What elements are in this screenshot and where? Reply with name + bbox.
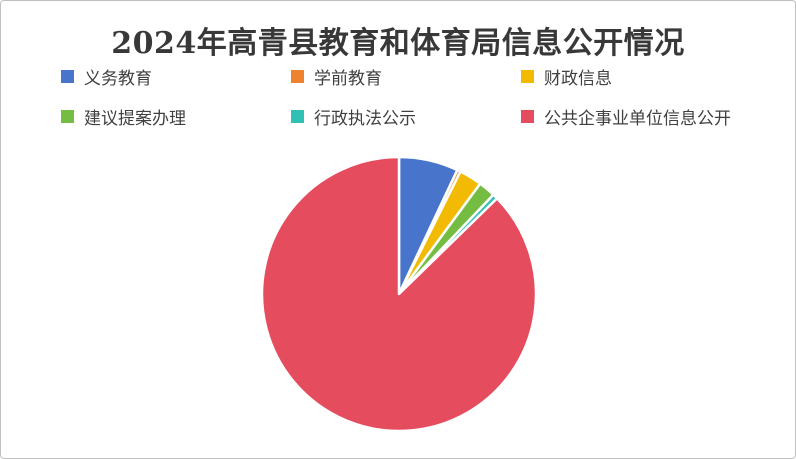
legend-label: 财政信息 [544,68,612,89]
legend-swatch-icon [291,69,304,83]
legend-item-5[interactable]: 公共企事业单位信息公开 [521,104,765,129]
legend-label: 行政执法公示 [314,108,416,129]
legend-item-2[interactable]: 财政信息 [521,64,765,89]
legend-item-1[interactable]: 学前教育 [291,64,521,89]
legend-label: 学前教育 [314,68,382,89]
legend-label: 义务教育 [84,68,152,89]
chart-title: 2024年高青县教育和体育局信息公开情况 [111,26,685,61]
legend-item-4[interactable]: 行政执法公示 [291,104,521,129]
legend-swatch-icon [521,109,534,123]
legend-swatch-icon [61,109,74,123]
legend-label: 公共企事业单位信息公开 [544,108,731,129]
legend-item-3[interactable]: 建议提案办理 [61,104,291,129]
legend-swatch-icon [291,109,304,123]
chart-legend: 义务教育 学前教育 财政信息建议提案办理 行政执法公示 公共企事业单位信息公开 [61,64,765,129]
legend-item-0[interactable]: 义务教育 [61,64,291,89]
pie-slice-5[interactable]: 公共企事业单位信息公开 87.3% [260,155,538,433]
legend-label: 建议提案办理 [84,108,186,129]
legend-swatch-icon [521,69,534,83]
legend-swatch-icon [61,69,74,83]
